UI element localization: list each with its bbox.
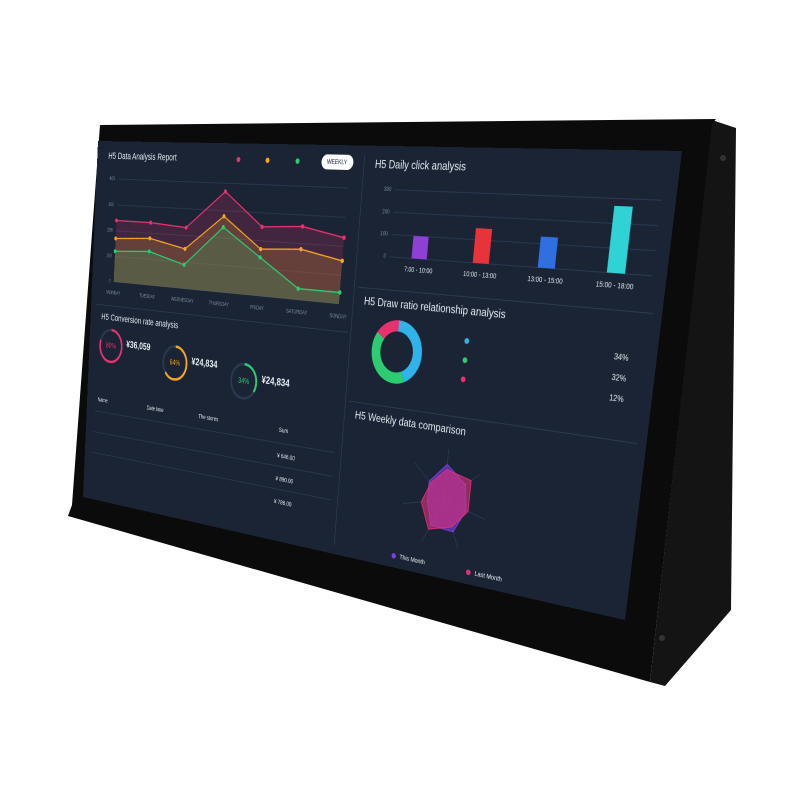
y-tick-label: 200: [107, 227, 113, 233]
grid-line: [395, 190, 661, 200]
legend-dot: [391, 552, 397, 559]
panel-title: H5 Data Analysis Report: [108, 150, 178, 163]
legend-label: This Month: [399, 554, 425, 567]
table-header: Sum: [279, 427, 289, 436]
x-tick-label: THURSDAY: [209, 300, 229, 308]
x-tick-label: 15:00 - 18:00: [595, 280, 634, 292]
screw: [659, 635, 665, 641]
point: [114, 236, 118, 241]
y-tick-label: 100: [380, 230, 389, 237]
ratio-label: 12%: [609, 395, 624, 406]
gauge-amount: ¥24,834: [191, 355, 218, 371]
y-tick-label: 200: [382, 208, 391, 215]
x-tick-label: WEDNESDAY: [171, 296, 194, 304]
y-tick-label: 0: [109, 278, 112, 284]
table-header: Date time: [146, 405, 163, 415]
x-tick-label: 13:00 - 15:00: [527, 275, 563, 286]
y-tick-label: 300: [384, 185, 393, 192]
donut-segment: [381, 324, 399, 337]
gauge-label: 80%: [106, 342, 116, 351]
legend-dot: [265, 157, 270, 164]
ratio-label: 32%: [611, 374, 627, 385]
bar: [537, 236, 559, 269]
dashboard: H5 Data Analysis Report WEEKLY 0 100 200 300 4…: [83, 150, 682, 584]
x-tick-label: SUNDAY: [329, 312, 347, 320]
table-sum: ¥ 786.00: [274, 498, 292, 509]
x-tick-label: 7:00 - 10:00: [404, 266, 433, 276]
bar: [472, 228, 493, 264]
table-header: The stores: [198, 413, 219, 423]
legend-dot: [236, 156, 241, 163]
donut-segment: [374, 335, 406, 379]
x-tick-label: TUESDAY: [139, 292, 155, 300]
gauge-label: 34%: [238, 376, 250, 386]
x-tick-label: FRIDAY: [250, 304, 264, 312]
button-label: WEEKLY: [327, 158, 349, 167]
x-tick-label: SATURDAY: [286, 308, 308, 317]
screw: [720, 155, 726, 161]
screen: H5 Data Analysis Report WEEKLY 0 100 200 300 4…: [83, 141, 682, 621]
series-area: [113, 220, 345, 304]
y-tick-label: 400: [109, 175, 115, 181]
bar: [606, 205, 633, 274]
point: [114, 217, 118, 223]
ratio-label: 34%: [613, 353, 629, 363]
legend-dot: [295, 158, 300, 164]
table-row-line: [93, 452, 331, 499]
y-tick-label: 100: [106, 252, 112, 258]
legend-label: Last Month: [474, 570, 502, 584]
x-tick-label: MONDAY: [106, 289, 120, 296]
grid-line: [118, 179, 347, 188]
panel-title: H5 Conversion rate analysis: [101, 311, 179, 331]
table-row-line: [94, 432, 333, 477]
legend-dot: [460, 376, 466, 383]
bar: [411, 235, 429, 260]
y-tick-label: 0: [383, 252, 387, 259]
panel-title: H5 Weekly data comparison: [354, 408, 466, 438]
table-sum: ¥ 890.00: [275, 475, 293, 486]
gauge-amount: ¥36,059: [126, 338, 151, 353]
monitor-side: [650, 120, 736, 686]
legend-dot: [464, 337, 470, 345]
legend-dot: [462, 357, 468, 364]
radar-area: [419, 466, 472, 537]
table-header: Name: [98, 397, 108, 405]
gauge-label: 64%: [169, 358, 180, 368]
donut-segment: [394, 326, 419, 379]
x-tick-label: 10:00 - 13:00: [463, 270, 497, 281]
table-sum: ¥ 646.00: [277, 452, 295, 463]
panel-title: H5 Daily click analysis: [374, 157, 466, 173]
gauge-amount: ¥24,834: [261, 373, 290, 389]
y-tick-label: 300: [108, 201, 114, 207]
legend-dot: [465, 569, 471, 576]
divider: [334, 155, 365, 545]
